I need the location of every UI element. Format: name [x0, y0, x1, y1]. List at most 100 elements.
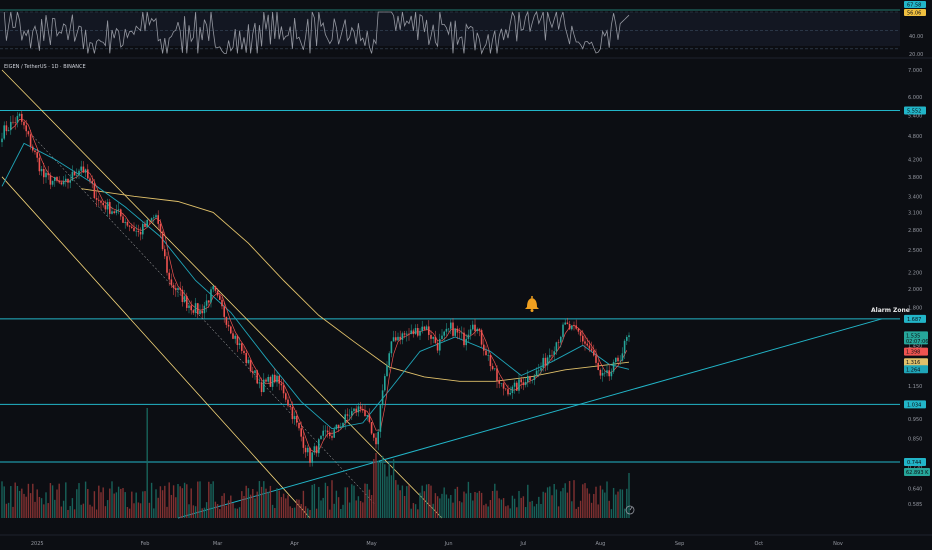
candle-body — [12, 121, 14, 123]
volume-bar — [89, 504, 91, 518]
volume-bar — [170, 494, 173, 518]
volume-bar — [619, 489, 621, 518]
candle-body — [456, 328, 459, 333]
candle-body — [45, 172, 47, 178]
candle-body — [54, 176, 56, 181]
candle-body — [524, 381, 527, 386]
candle-body — [32, 146, 34, 151]
candles — [1, 110, 630, 467]
volume-bar — [267, 491, 269, 518]
candle-body — [577, 328, 580, 332]
volume-bar — [441, 493, 443, 518]
rsi-tick-40: 40.00 — [909, 34, 923, 40]
volume-bar — [65, 482, 67, 518]
volume-bar — [194, 506, 197, 518]
volume-bar — [236, 508, 239, 518]
volume-bar — [593, 493, 595, 518]
volume-bar — [432, 503, 434, 518]
volume-bar — [304, 506, 307, 518]
volume-bar — [212, 481, 214, 518]
volume-bar — [168, 482, 170, 518]
candle-body — [412, 330, 415, 335]
candle-body — [480, 330, 483, 345]
time-tick-4: May — [366, 541, 376, 547]
candle-body — [337, 424, 340, 429]
volume-bar — [476, 492, 478, 518]
price-axis[interactable]: 7.000 6.000 5.400 4.800 4.200 3.800 3.400 3.100… — [908, 68, 922, 508]
candle-body — [447, 328, 450, 330]
candle-body — [269, 377, 272, 387]
price-tick-16: 0.850 — [908, 437, 922, 443]
volume-bar — [586, 488, 588, 518]
candle-body — [458, 332, 461, 334]
candle-body — [10, 121, 12, 131]
level-label-bg-3 — [904, 457, 926, 466]
volume-bar — [375, 453, 377, 518]
candle-body — [373, 433, 375, 438]
candle-body — [595, 355, 597, 363]
candle-body — [76, 175, 78, 176]
candle-body — [78, 170, 80, 176]
volume-bar — [612, 487, 615, 518]
volume-bar — [311, 484, 313, 518]
candle-body — [599, 370, 602, 376]
price-tick-8: 2.800 — [908, 228, 922, 234]
price-tick-5: 3.800 — [908, 175, 922, 181]
alarm-zone-annotation: Alarm Zone — [871, 307, 910, 314]
volume-bar — [417, 509, 419, 518]
volume-bar — [538, 496, 540, 518]
volume-bar — [203, 507, 206, 518]
candle-body — [5, 125, 8, 132]
candle-body — [148, 219, 151, 221]
candle-body — [538, 370, 540, 372]
volume-bar — [588, 493, 591, 518]
candle-body — [155, 215, 157, 218]
volume-bar — [131, 491, 133, 518]
candle-body — [102, 202, 104, 206]
price-labels: 5.5521.6871.0340.7441.53502:07:061.3981.… — [904, 106, 928, 466]
volume-bar — [71, 498, 74, 518]
time-axis[interactable]: 2025 Feb Mar Apr May Jun Jul Aug Sep Oct Nov — [31, 541, 843, 547]
candle-body — [201, 310, 203, 314]
volume-bar — [38, 496, 41, 518]
volume-bars — [1, 408, 630, 518]
candle-body — [516, 382, 518, 391]
candle-body — [252, 371, 254, 374]
candle-body — [82, 166, 85, 173]
rsi-pane[interactable]: 40.00 20.00 67.58 56.06 — [0, 1, 926, 58]
volume-bar — [423, 491, 426, 518]
volume-bar — [293, 507, 296, 518]
volume-bar — [370, 495, 373, 518]
candle-body — [593, 350, 595, 356]
volume-bar — [5, 503, 8, 518]
candle-body — [441, 335, 443, 340]
volume-bar — [335, 490, 338, 518]
candle-body — [324, 430, 327, 432]
candle-body — [194, 303, 197, 313]
volume-bar — [245, 485, 247, 518]
volume-bar — [56, 489, 58, 518]
candle-body — [62, 181, 65, 185]
time-tick-6: Jul — [519, 541, 526, 547]
volume-bar — [601, 489, 604, 518]
candle-body — [135, 230, 137, 232]
volume-bar — [232, 503, 234, 518]
volume-bar — [269, 485, 272, 518]
candle-body — [368, 415, 371, 423]
volume-bar — [263, 481, 265, 518]
volume-bar — [604, 492, 606, 518]
volume-bar — [18, 490, 21, 518]
clock-icon[interactable] — [625, 505, 635, 515]
candle-body — [69, 180, 71, 183]
alarm-bell-icon[interactable] — [525, 296, 539, 312]
candle-body — [58, 180, 60, 183]
candle-body — [126, 221, 129, 226]
candle-body — [344, 414, 346, 423]
volume-bar — [529, 501, 531, 518]
volume-bar — [465, 493, 467, 518]
candle-body — [307, 447, 309, 453]
candle-body — [546, 357, 549, 366]
volume-bar — [516, 507, 518, 518]
rsi-label-bg-2 — [904, 9, 926, 16]
